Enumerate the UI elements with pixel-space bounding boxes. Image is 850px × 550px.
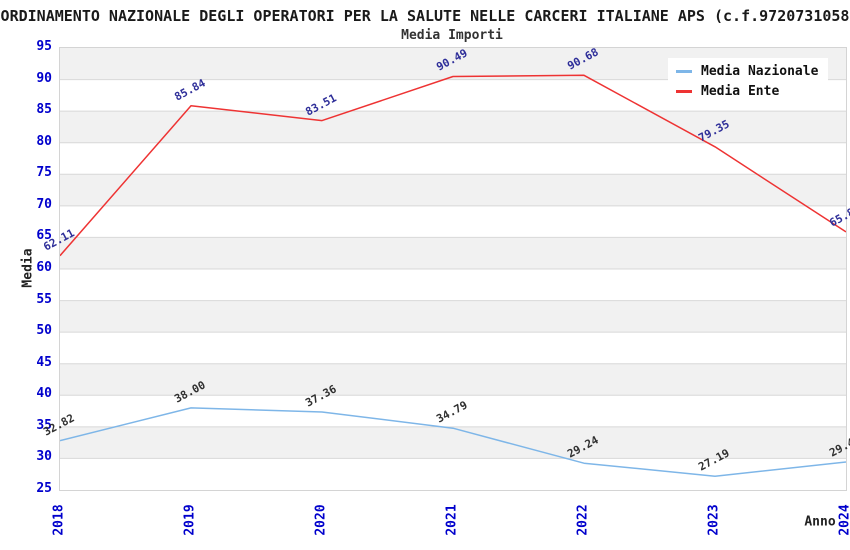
legend: Media Nazionale Media Ente (668, 58, 829, 107)
x-tick-label: 2020 (313, 504, 329, 536)
y-tick-label: 55 (36, 291, 52, 307)
y-tick-label: 35 (36, 417, 52, 433)
y-tick-label: 80 (36, 133, 52, 149)
y-tick-label: 85 (36, 102, 52, 118)
y-tick-label: 65 (36, 228, 52, 244)
y-tick-label: 75 (36, 165, 52, 181)
y-tick-label: 95 (36, 39, 52, 54)
chart-title: COORDINAMENTO NAZIONALE DEGLI OPERATORI … (0, 7, 850, 25)
legend-line-icon (676, 70, 692, 73)
x-tick-label: 2023 (706, 504, 722, 536)
y-tick-label: 40 (36, 386, 52, 402)
y-tick-label: 70 (36, 196, 52, 212)
x-tick-label: 2018 (51, 504, 67, 536)
y-tick-label: 90 (36, 70, 52, 86)
legend-item-label: Media Ente (701, 84, 780, 99)
x-tick-label: 2019 (182, 504, 198, 536)
legend-item: Media Nazionale (676, 63, 818, 80)
x-tick-label: 2021 (444, 504, 460, 536)
series-line-media-ente (60, 74, 846, 257)
y-tick-label: 45 (36, 354, 52, 370)
legend-item-label: Media Nazionale (701, 64, 819, 79)
x-tick-label: 2024 (837, 504, 850, 536)
x-tick-label: 2022 (575, 504, 591, 536)
y-tick-label: 50 (36, 323, 52, 339)
legend-line-icon (676, 90, 692, 93)
chart-subtitle: Media Importi (401, 28, 503, 43)
plot-area (59, 47, 847, 491)
legend-item: Media Ente (676, 83, 818, 100)
chart-canvas (60, 74, 846, 477)
y-tick-label: 60 (36, 260, 52, 275)
series-line-media-nazionale (60, 407, 846, 477)
y-tick-label: 25 (36, 481, 52, 496)
x-axis-label: Anno (804, 514, 836, 530)
y-tick-label: 30 (36, 449, 52, 465)
